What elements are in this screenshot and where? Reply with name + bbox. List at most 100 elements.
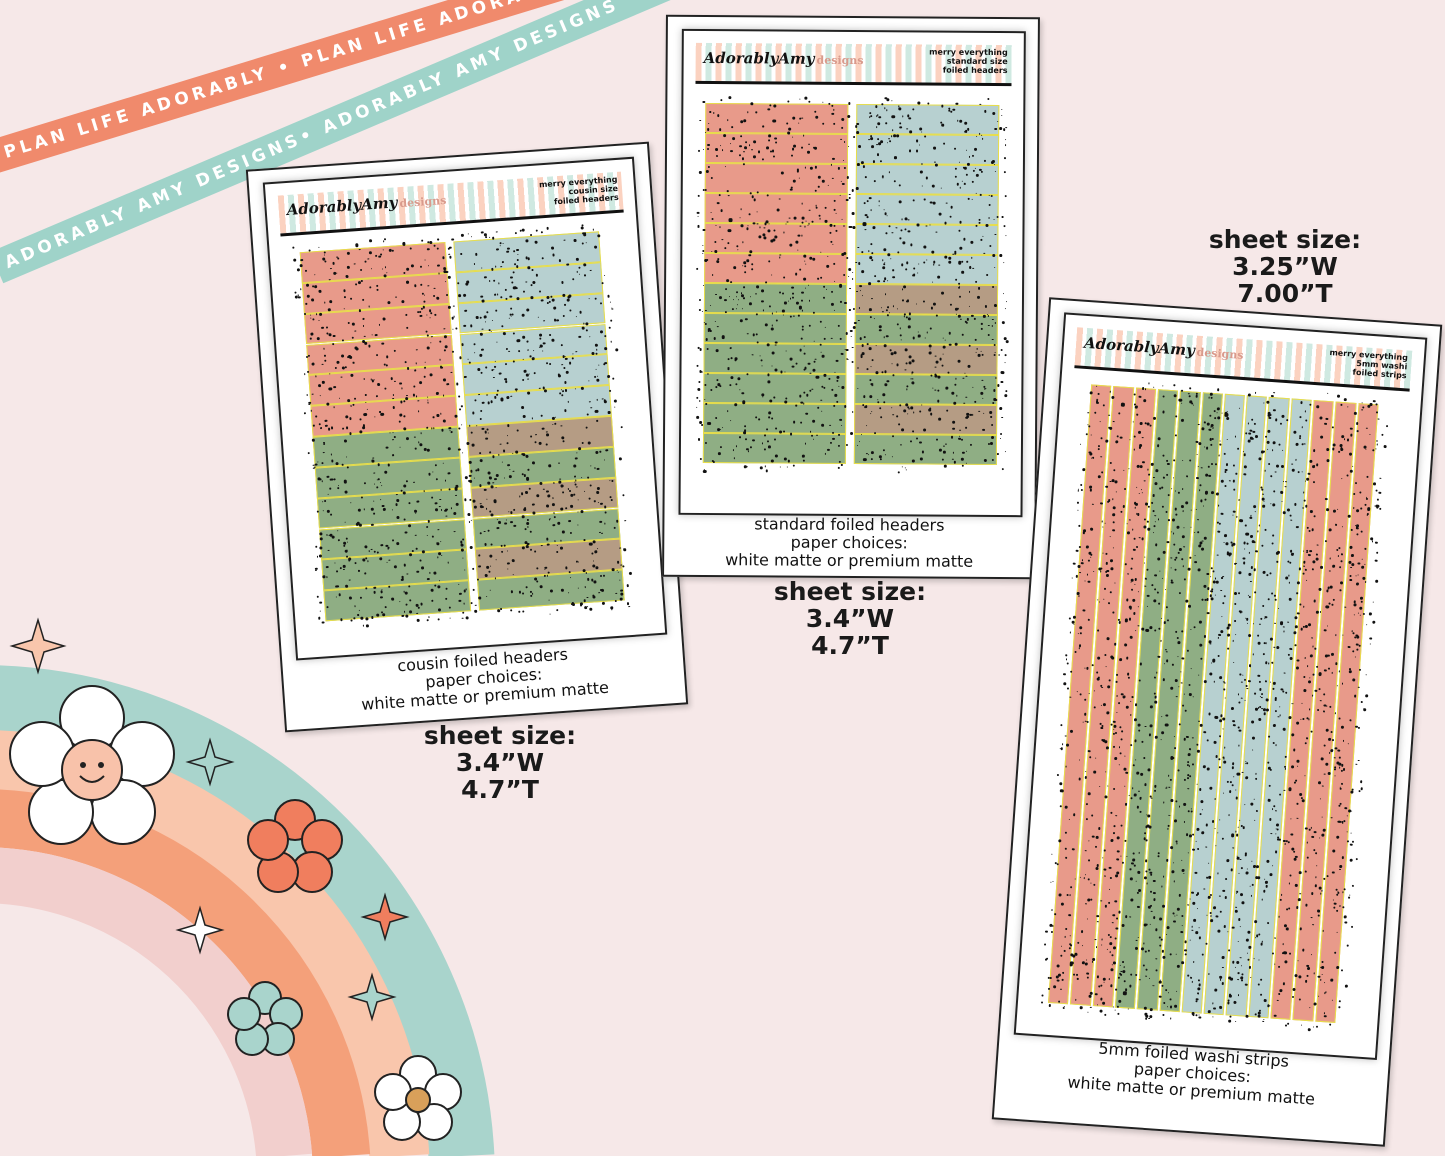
- speckle: [530, 296, 534, 299]
- speckle: [1280, 894, 1283, 896]
- speckle: [1101, 1001, 1105, 1005]
- speckle: [621, 493, 625, 496]
- speckle: [1269, 873, 1273, 877]
- speckle: [738, 154, 741, 157]
- speckle: [1338, 450, 1341, 453]
- speckle: [1335, 524, 1337, 526]
- speckle: [474, 609, 478, 613]
- speckle: [1238, 610, 1241, 613]
- speckle: [861, 269, 864, 273]
- speckle: [1109, 535, 1111, 538]
- speckle: [1296, 592, 1299, 595]
- speckle: [1336, 548, 1339, 551]
- speckle: [1102, 977, 1106, 981]
- speckle: [1082, 531, 1085, 534]
- speckle: [1326, 447, 1330, 451]
- speckle: [1279, 422, 1283, 425]
- speckle: [591, 351, 595, 356]
- speckle: [495, 231, 498, 233]
- speckle: [716, 259, 720, 263]
- speckle: [1338, 804, 1341, 807]
- speckle: [1269, 637, 1273, 641]
- speckle: [538, 441, 542, 445]
- speckle: [774, 454, 778, 458]
- speckle: [311, 362, 315, 366]
- speckle: [433, 571, 437, 575]
- speckle: [846, 358, 848, 360]
- speckle: [724, 311, 727, 314]
- speckle: [908, 355, 912, 359]
- speckle: [297, 294, 299, 297]
- sticker-strip: [855, 164, 999, 196]
- speckle: [487, 401, 490, 405]
- speckle: [1198, 1015, 1202, 1019]
- speckle: [1353, 600, 1356, 604]
- speckle: [1309, 510, 1313, 514]
- speckle: [1049, 977, 1052, 979]
- speckle: [491, 237, 495, 240]
- speckle: [890, 349, 892, 351]
- speckle: [586, 605, 589, 608]
- speckle: [516, 296, 520, 300]
- speckle: [1284, 755, 1287, 758]
- speckle: [821, 122, 825, 125]
- speckle: [823, 338, 826, 340]
- speckle: [1251, 736, 1255, 740]
- speckle: [1305, 826, 1308, 830]
- speckle: [862, 165, 866, 169]
- speckle: [841, 352, 844, 355]
- speckle: [920, 170, 923, 174]
- speckle: [1260, 978, 1263, 981]
- speckle: [1003, 337, 1007, 341]
- speckle: [872, 159, 876, 163]
- speckle: [773, 396, 776, 399]
- speckle: [907, 219, 910, 221]
- speckle: [1157, 436, 1161, 441]
- speckle: [950, 111, 952, 113]
- speckle: [846, 257, 849, 260]
- speckle: [834, 394, 838, 397]
- speckle: [972, 170, 975, 173]
- speckle: [743, 431, 746, 435]
- speckle: [1203, 635, 1206, 638]
- speckle: [959, 220, 962, 224]
- speckle: [1147, 905, 1151, 909]
- speckle: [707, 165, 710, 168]
- speckle: [1077, 509, 1079, 512]
- speckle: [1196, 908, 1198, 910]
- speckle: [1339, 589, 1342, 592]
- speckle: [485, 366, 488, 369]
- speckle: [1152, 916, 1156, 919]
- speckle: [1062, 1006, 1065, 1010]
- speckle: [937, 375, 941, 379]
- speckle: [789, 357, 793, 361]
- speckle: [1087, 412, 1090, 414]
- speckle: [697, 226, 700, 228]
- speckle: [849, 196, 851, 199]
- speckle: [1267, 766, 1271, 770]
- speckle: [364, 544, 368, 548]
- speckle: [1209, 642, 1212, 645]
- speckle: [1213, 409, 1216, 413]
- speckle: [906, 405, 910, 409]
- speckle: [793, 216, 797, 220]
- speckle: [445, 587, 448, 590]
- speckle: [925, 176, 928, 180]
- speckle: [488, 476, 491, 479]
- speckle: [1235, 472, 1238, 475]
- speckle: [1289, 874, 1292, 877]
- speckle: [578, 447, 581, 450]
- speckle: [424, 361, 426, 363]
- speckle: [841, 253, 844, 256]
- speckle: [1067, 687, 1069, 690]
- speckle: [306, 393, 309, 396]
- speckle: [479, 417, 482, 421]
- speckle: [791, 147, 795, 151]
- speckle: [417, 410, 420, 413]
- speckle: [906, 128, 908, 130]
- speckle: [1315, 851, 1318, 855]
- speckle: [1357, 726, 1360, 730]
- speckle: [593, 580, 597, 584]
- speckle: [801, 216, 805, 220]
- speckle: [1293, 503, 1297, 506]
